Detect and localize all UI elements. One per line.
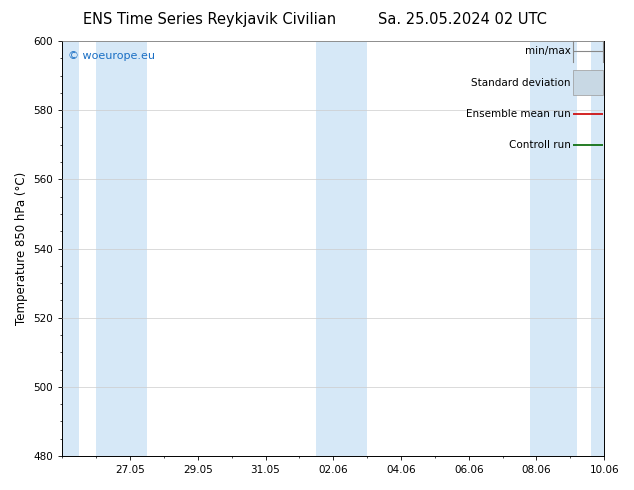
Text: Sa. 25.05.2024 02 UTC: Sa. 25.05.2024 02 UTC — [378, 12, 547, 27]
Text: Ensemble mean run: Ensemble mean run — [466, 109, 571, 119]
Bar — [591, 41, 604, 456]
Bar — [96, 41, 147, 456]
Text: © woeurope.eu: © woeurope.eu — [68, 51, 155, 61]
Bar — [62, 41, 79, 456]
Text: Controll run: Controll run — [508, 140, 571, 150]
Text: min/max: min/max — [525, 47, 571, 56]
Text: Standard deviation: Standard deviation — [471, 77, 571, 88]
Bar — [573, 70, 603, 95]
Y-axis label: Temperature 850 hPa (°C): Temperature 850 hPa (°C) — [15, 172, 28, 325]
Bar — [316, 41, 367, 456]
Bar — [529, 41, 577, 456]
Text: ENS Time Series Reykjavik Civilian: ENS Time Series Reykjavik Civilian — [82, 12, 336, 27]
